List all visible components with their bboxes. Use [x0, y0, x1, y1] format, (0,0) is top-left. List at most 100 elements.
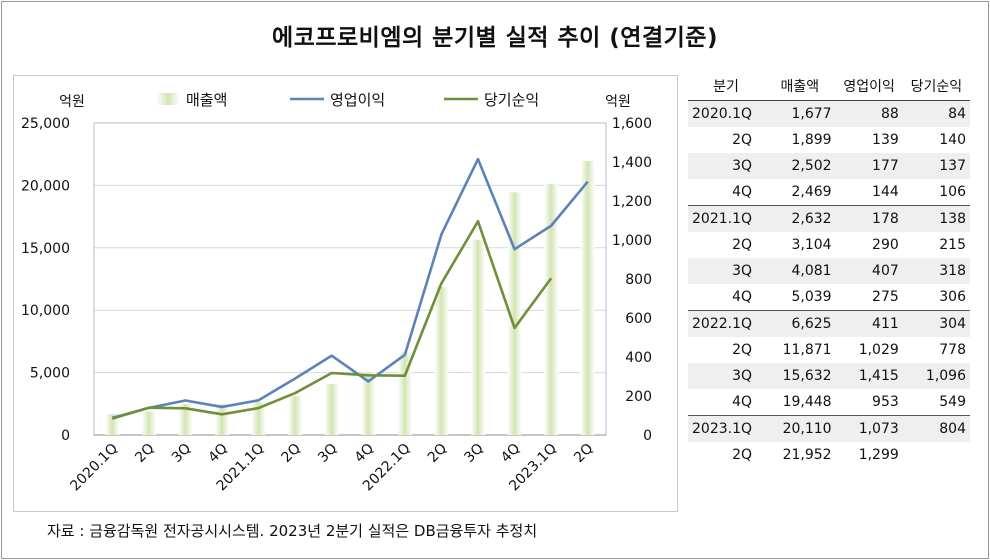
figure-title: 에코프로비엠의 분기별 실적 추이 (연결기준) — [272, 25, 718, 51]
quarter-cell: 2020.1Q — [688, 100, 765, 127]
table-header-row: 분기 매출액 영업이익 당기순익 — [688, 74, 970, 101]
right-tick-label: 0 — [643, 428, 652, 444]
bar-revenue — [215, 404, 229, 435]
right-tick-label: 1,600 — [612, 116, 652, 132]
table-row: 2022.1Q 6,625 411 304 — [688, 310, 970, 337]
value-cell: 15,632 — [764, 363, 836, 389]
table-header-cell: 분기 — [688, 74, 765, 101]
value-cell: 1,299 — [858, 447, 899, 463]
quarter-cell: 2Q — [732, 447, 753, 463]
category-label: 4Q — [205, 441, 230, 466]
quarter-cell: 4Q — [688, 284, 765, 311]
bar-revenue — [178, 403, 193, 435]
quarter-cell: 3Q — [688, 153, 765, 179]
data-table: 분기 매출액 영업이익 당기순익 2020.1Q 1,677 88 84 2Q 1,899 139… — [688, 74, 970, 468]
value-cell: 804 — [902, 415, 970, 442]
value-cell: 304 — [902, 310, 970, 337]
category-label: 2Q — [425, 441, 450, 466]
value-cell: 4,081 — [764, 258, 836, 284]
right-axis-unit: 억원 — [605, 94, 631, 110]
legend-label: 매출액 — [186, 91, 227, 109]
bar-revenue — [471, 239, 485, 435]
right-tick-label: 1,200 — [612, 194, 652, 210]
right-tick-label: 600 — [625, 311, 652, 327]
left-tick-label: 25,000 — [21, 116, 70, 132]
category-label: 4Q — [498, 441, 523, 466]
right-tick-label: 1,400 — [612, 155, 652, 171]
value-cell: 88 — [835, 100, 903, 127]
right-tick-label: 200 — [625, 389, 652, 405]
quarter-cell: 4Q — [688, 389, 765, 416]
combo-chart: 0 5,000 10,000 15,000 20,000 25,000 0 200 400 600… — [21, 91, 652, 495]
category-label: 3Q — [315, 441, 340, 466]
value-cell: 318 — [902, 258, 970, 284]
value-cell — [903, 442, 970, 468]
value-cell: 19,448 — [764, 389, 836, 416]
value-cell: 6,625 — [764, 310, 836, 337]
table-row: 2Q 3,104 290 215 — [688, 232, 970, 258]
value-cell: 3,104 — [791, 237, 832, 253]
value-cell: 1,029 — [858, 342, 899, 358]
plot-border — [93, 122, 607, 436]
value-cell: 306 — [902, 284, 970, 311]
value-cell: 215 — [939, 237, 966, 253]
value-cell: 1,677 — [764, 100, 836, 127]
table-row: 2023.1Q 20,110 1,073 804 — [688, 415, 970, 442]
value-cell: 1,415 — [835, 363, 903, 389]
right-tick-label: 1,000 — [612, 233, 652, 249]
table-row: 2Q 1,899 139 140 — [688, 127, 970, 153]
category-label: 3Q — [169, 441, 194, 466]
value-cell: 140 — [939, 132, 966, 148]
quarter-cell: 2023.1Q — [688, 415, 765, 442]
bar-revenue — [324, 384, 339, 435]
chart-area: 0 5,000 10,000 15,000 20,000 25,000 0 200 400 600… — [13, 75, 678, 512]
line-operating-profit — [111, 157, 589, 420]
value-cell: 1,073 — [835, 415, 903, 442]
bar-revenue — [251, 402, 266, 435]
value-cell: 2,502 — [764, 153, 836, 179]
source-note: 자료 : 금융감독원 전자공시시스템. 2023년 2분기 실적은 DB금융투자… — [47, 522, 538, 540]
value-cell: 11,871 — [782, 342, 832, 358]
category-label: 2Q — [132, 441, 157, 466]
category-label: 2Q — [571, 441, 596, 466]
legend-label: 당기순익 — [484, 91, 539, 109]
value-cell: 138 — [902, 205, 970, 232]
left-tick-label: 10,000 — [21, 303, 70, 319]
bar-revenue — [580, 161, 595, 435]
category-label: 2020.1Q — [67, 441, 121, 495]
bar-revenue — [544, 184, 559, 435]
category-label: 3Q — [461, 441, 486, 466]
category-label: 2Q — [279, 441, 304, 466]
bar-revenue — [141, 411, 156, 435]
quarter-cell: 2Q — [732, 342, 753, 358]
table-row: 2Q 11,871 1,029 778 — [688, 337, 970, 363]
right-tick-label: 400 — [625, 350, 652, 366]
value-cell: 1,096 — [902, 363, 970, 389]
quarter-cell: 3Q — [688, 258, 765, 284]
value-cell: 177 — [835, 153, 903, 179]
value-cell: 20,110 — [764, 415, 836, 442]
bar-revenue — [397, 352, 412, 435]
left-tick-label: 15,000 — [21, 241, 70, 257]
left-tick-label: 5,000 — [30, 366, 70, 382]
value-cell: 411 — [835, 310, 903, 337]
bar-revenue — [361, 372, 376, 435]
value-cell: 407 — [835, 258, 903, 284]
left-axis-unit: 억원 — [59, 94, 85, 110]
value-cell: 1,899 — [791, 132, 832, 148]
table-row: 4Q 2,469 144 106 — [688, 179, 970, 206]
quarter-cell: 3Q — [688, 363, 765, 389]
value-cell: 106 — [902, 179, 970, 206]
legend-label: 영업이익 — [330, 91, 385, 109]
value-cell: 275 — [835, 284, 903, 311]
bar-revenue — [507, 192, 522, 435]
category-label: 4Q — [352, 441, 377, 466]
table-header-cell: 매출액 — [764, 74, 836, 101]
value-cell: 84 — [902, 100, 970, 127]
value-cell: 290 — [872, 237, 899, 253]
value-cell: 144 — [835, 179, 903, 206]
table-row: 2020.1Q 1,677 88 84 — [688, 100, 970, 127]
right-tick-label: 800 — [625, 272, 652, 288]
value-cell: 21,952 — [782, 447, 832, 463]
